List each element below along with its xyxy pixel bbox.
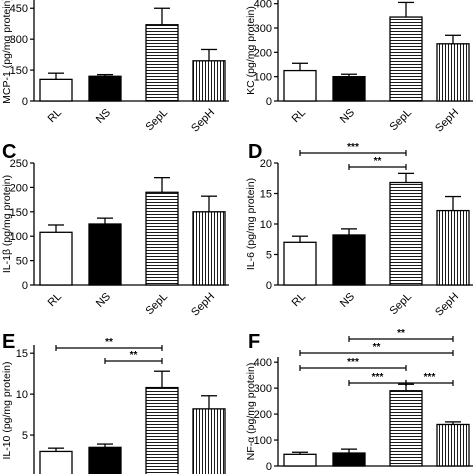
y-axis-label: NF-α (pg/mg protein) bbox=[245, 363, 257, 461]
y-tick-label: 100 bbox=[10, 231, 28, 243]
panel-label: C bbox=[2, 141, 16, 163]
y-tick-label: 300 bbox=[254, 23, 272, 35]
y-tick-label: 0 bbox=[266, 96, 272, 108]
bar bbox=[39, 450, 73, 474]
bar bbox=[88, 75, 122, 102]
y-tick-label: 10 bbox=[16, 389, 28, 401]
y-tick-label: 0 bbox=[22, 96, 28, 108]
x-tick-label: SepL bbox=[387, 291, 414, 318]
y-tick-label: 0 bbox=[22, 280, 28, 292]
bar bbox=[389, 181, 423, 286]
bar bbox=[283, 241, 317, 286]
y-tick-label: 400 bbox=[254, 357, 272, 369]
y-axis-label: MCP-1 (pg/mg protein) bbox=[1, 0, 13, 104]
x-tick-label: SepL bbox=[143, 107, 170, 134]
y-tick-label: 10 bbox=[260, 219, 272, 231]
x-tick-label: SepL bbox=[143, 291, 170, 318]
significance-label: *** bbox=[347, 357, 359, 368]
y-tick-label: 20 bbox=[260, 158, 272, 170]
y-tick-label: 5 bbox=[22, 430, 28, 442]
bar bbox=[332, 76, 366, 102]
bar bbox=[389, 16, 423, 102]
bar bbox=[283, 453, 317, 467]
x-tick-label: NS bbox=[94, 107, 113, 126]
x-tick-label: SepH bbox=[433, 291, 461, 319]
y-tick-label: 200 bbox=[254, 47, 272, 59]
bar bbox=[145, 191, 179, 286]
y-tick-label: 100 bbox=[254, 435, 272, 447]
significance-label: ** bbox=[397, 328, 405, 339]
x-tick-label: NS bbox=[94, 291, 113, 310]
y-tick-label: 50 bbox=[16, 256, 28, 268]
bar bbox=[389, 390, 423, 467]
y-tick-label: 0 bbox=[266, 280, 272, 292]
bar bbox=[436, 209, 470, 286]
bar bbox=[192, 408, 226, 474]
significance-label: *** bbox=[424, 372, 436, 383]
x-tick-label: SepH bbox=[433, 107, 461, 135]
significance-label: ** bbox=[105, 337, 113, 348]
bar bbox=[192, 211, 226, 286]
bar bbox=[283, 69, 317, 102]
y-axis-label: KC (pg/mg protein) bbox=[245, 6, 257, 95]
x-tick-label: NS bbox=[338, 107, 357, 126]
bar bbox=[88, 223, 122, 286]
x-tick-label: SepH bbox=[189, 291, 217, 319]
y-tick-label: 200 bbox=[10, 182, 28, 194]
y-tick-label: 300 bbox=[254, 383, 272, 395]
bar bbox=[436, 423, 470, 467]
x-tick-label: NS bbox=[338, 291, 357, 310]
y-tick-label: 15 bbox=[16, 348, 28, 360]
y-axis-label: IL-6 (pg/mg protein) bbox=[245, 178, 257, 270]
bar bbox=[39, 78, 73, 102]
bar bbox=[436, 43, 470, 102]
panel-label: F bbox=[248, 331, 260, 353]
y-tick-label: 0 bbox=[266, 461, 272, 473]
panel-label: E bbox=[2, 331, 15, 353]
y-tick-label: 15 bbox=[260, 189, 272, 201]
x-tick-label: RL bbox=[46, 291, 64, 309]
y-tick-label: 200 bbox=[254, 409, 272, 421]
x-tick-label: RL bbox=[46, 107, 64, 125]
y-tick-label: 400 bbox=[254, 0, 272, 11]
bar bbox=[332, 452, 366, 467]
significance-label: *** bbox=[372, 372, 384, 383]
y-tick-label: 150 bbox=[10, 65, 28, 77]
y-tick-label: 150 bbox=[10, 207, 28, 219]
bar bbox=[145, 386, 179, 474]
x-tick-label: RL bbox=[290, 107, 308, 125]
y-tick-label: 100 bbox=[254, 72, 272, 84]
x-tick-label: SepH bbox=[189, 107, 217, 135]
y-axis-label: IL-1β (pg/mg protein) bbox=[1, 175, 13, 273]
bar bbox=[145, 24, 179, 102]
bar bbox=[39, 231, 73, 286]
bar bbox=[88, 446, 122, 474]
y-axis-label: IL-10 (pg/mg protein) bbox=[1, 361, 13, 459]
significance-label: ** bbox=[373, 342, 381, 353]
y-tick-label: 450 bbox=[10, 3, 28, 15]
x-tick-label: SepL bbox=[387, 107, 414, 134]
significance-label: ** bbox=[374, 156, 382, 167]
y-tick-label: 5 bbox=[266, 250, 272, 262]
bar bbox=[332, 234, 366, 286]
significance-label: ** bbox=[130, 350, 138, 361]
x-tick-label: RL bbox=[290, 291, 308, 309]
bar bbox=[192, 60, 226, 102]
panel-label: D bbox=[248, 141, 262, 163]
y-tick-label: 300 bbox=[10, 34, 28, 46]
y-tick-label: 250 bbox=[10, 158, 28, 170]
significance-label: *** bbox=[347, 142, 359, 153]
